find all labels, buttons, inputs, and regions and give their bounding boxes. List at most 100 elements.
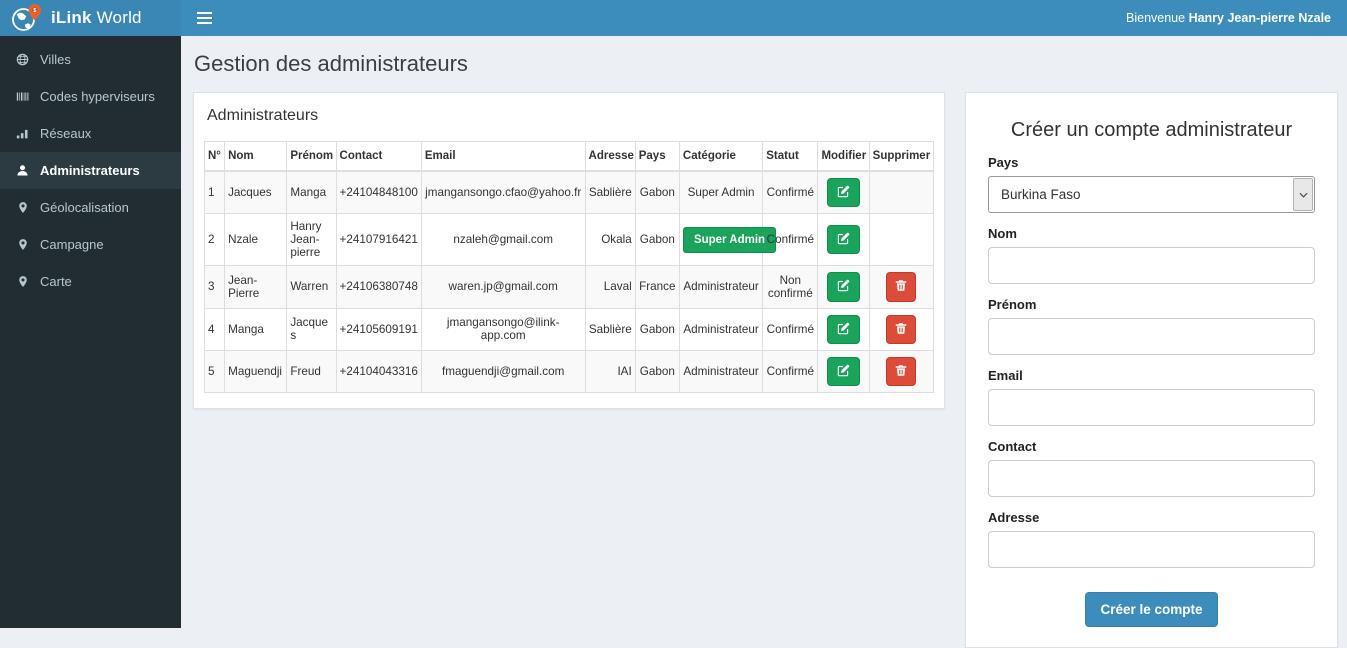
nom-cell: Manga <box>224 307 288 351</box>
brand-title: iLink World <box>51 8 142 27</box>
prenom-cell: Jacques <box>286 307 337 351</box>
pays-cell: Gabon <box>634 170 680 215</box>
trash-icon <box>895 279 907 294</box>
categorie-cell: Administrateur <box>678 265 764 309</box>
barcode-icon <box>15 90 30 103</box>
nom-cell: Maguendji <box>224 349 288 394</box>
edit-icon <box>837 185 850 200</box>
sidebar-item-label: Campagne <box>40 237 104 252</box>
nom-input[interactable] <box>988 247 1315 284</box>
adresse-input[interactable] <box>988 531 1315 568</box>
sidebar-item-villes[interactable]: Villes <box>0 41 181 78</box>
pays-cell: Gabon <box>634 213 680 267</box>
contact-cell: +24106380748 <box>335 265 422 309</box>
table-row: 4 Manga Jacques +24105609191 jmangansongo@il… <box>203 307 935 351</box>
menu-toggle-button[interactable] <box>181 0 228 36</box>
adresse-label: Adresse <box>988 510 1040 525</box>
brand[interactable]: $ iLink World <box>0 0 181 36</box>
create-account-button[interactable]: Créer le compte <box>1085 592 1218 627</box>
table-row: 5 Maguendji Freud +24104043316 fmaguendji@gm… <box>203 349 935 394</box>
contact-cell: +24104848100 <box>335 170 422 215</box>
column-header: Prénom <box>286 141 337 172</box>
edit-button[interactable] <box>827 314 861 344</box>
pays-select[interactable]: Burkina Faso <box>988 176 1315 213</box>
modifier-cell <box>817 349 870 394</box>
prenom-input[interactable] <box>988 318 1315 355</box>
table-row: 3 Jean-Pierre Warren +24106380748 waren.jp@g… <box>203 265 935 309</box>
sidebar-item-geolocalisation[interactable]: Géolocalisation <box>0 189 181 226</box>
prenom-cell: Hanry Jean-pierre <box>286 213 337 267</box>
edit-button[interactable] <box>827 356 861 387</box>
sidebar-item-codes-hyperviseurs[interactable]: Codes hyperviseurs <box>0 78 181 115</box>
pays-cell: France <box>634 265 680 309</box>
adresse-cell: IAI <box>584 349 636 394</box>
pays-select-value: Burkina Faso <box>1001 187 1081 202</box>
delete-button[interactable] <box>886 272 917 302</box>
edit-button[interactable] <box>827 178 861 208</box>
contact-input[interactable] <box>988 460 1315 497</box>
contact-cell: +24105609191 <box>335 307 422 351</box>
chevron-down-icon[interactable] <box>1293 178 1313 211</box>
administrators-panel: Administrateurs N° Nom Prénom Contact Email A… <box>193 92 945 410</box>
contact-cell: +24104043316 <box>335 349 422 394</box>
welcome-user-link[interactable]: Bienvenue Hanry Jean-pierre Nzale <box>1126 11 1347 25</box>
column-header: Email <box>420 141 586 172</box>
card-title: Créer un compte administrateur <box>1010 119 1293 141</box>
sidebar-item-administrateurs[interactable]: Administrateurs <box>0 152 181 189</box>
sidebar-item-campagne[interactable]: Campagne <box>0 226 181 263</box>
edit-button[interactable] <box>827 272 861 302</box>
sidebar: Villes Codes hyperviseurs Réseaux Administr… <box>0 36 181 628</box>
modifier-cell <box>817 265 870 309</box>
statut-cell: Confirmé <box>762 170 819 215</box>
email-input[interactable] <box>988 389 1315 426</box>
map-marker-icon <box>15 275 30 288</box>
adresse-cell: Okala <box>584 213 636 267</box>
sidebar-item-label: Géolocalisation <box>40 200 129 215</box>
statut-cell: Confirmé <box>762 213 819 267</box>
delete-button[interactable] <box>886 314 917 344</box>
adresse-cell: Sablière <box>584 307 636 351</box>
svg-text:$: $ <box>33 8 37 14</box>
sidebar-item-reseaux[interactable]: Réseaux <box>0 115 181 152</box>
column-header: Contact <box>335 141 422 172</box>
email-cell: jmangansongo.cfao@yahoo.fr <box>420 170 586 215</box>
num-cell: 5 <box>203 349 226 394</box>
sidebar-item-carte[interactable]: Carte <box>0 263 181 300</box>
user-icon <box>15 164 30 177</box>
supprimer-cell <box>868 349 935 394</box>
admin-table-body: 1 Jacques Manga +24104848100 jmangansongo.cf… <box>203 170 935 394</box>
pays-cell: Gabon <box>634 349 680 394</box>
categorie-cell: Super Admin <box>678 170 764 215</box>
navbar: Bienvenue Hanry Jean-pierre Nzale <box>181 0 1347 36</box>
num-cell: 1 <box>203 170 226 215</box>
email-label: Email <box>988 368 1023 383</box>
edit-icon <box>837 232 850 247</box>
column-header: Nom <box>224 141 288 172</box>
edit-button[interactable] <box>827 225 861 255</box>
super-admin-badge[interactable]: Super Admin <box>682 226 777 253</box>
sidebar-item-label: Carte <box>40 274 72 289</box>
map-marker-icon <box>15 238 30 251</box>
map-marker-icon <box>15 201 30 214</box>
trash-icon <box>895 322 907 337</box>
supprimer-cell <box>868 213 935 267</box>
pays-cell: Gabon <box>634 307 680 351</box>
edit-icon <box>837 322 850 337</box>
num-cell: 2 <box>203 213 226 267</box>
sidebar-item-label: Codes hyperviseurs <box>40 89 155 104</box>
email-cell: jmangansongo@ilink-app.com <box>420 307 586 351</box>
email-cell: nzaleh@gmail.com <box>420 213 586 267</box>
statut-cell: Confirmé <box>762 307 819 351</box>
main-content: Gestion des administrateurs Administrate… <box>181 36 1347 648</box>
sidebar-item-label: Administrateurs <box>40 163 140 178</box>
email-cell: waren.jp@gmail.com <box>420 265 586 309</box>
categorie-cell: Administrateur <box>678 307 764 351</box>
column-header: Statut <box>762 141 819 172</box>
email-cell: fmaguendji@gmail.com <box>420 349 586 394</box>
welcome-prefix: Bienvenue <box>1126 11 1186 25</box>
delete-button[interactable] <box>886 356 917 387</box>
statut-cell: Confirmé <box>762 349 819 394</box>
modifier-cell <box>817 213 870 267</box>
prenom-cell: Manga <box>286 170 337 215</box>
column-header: Modifier <box>817 141 870 172</box>
